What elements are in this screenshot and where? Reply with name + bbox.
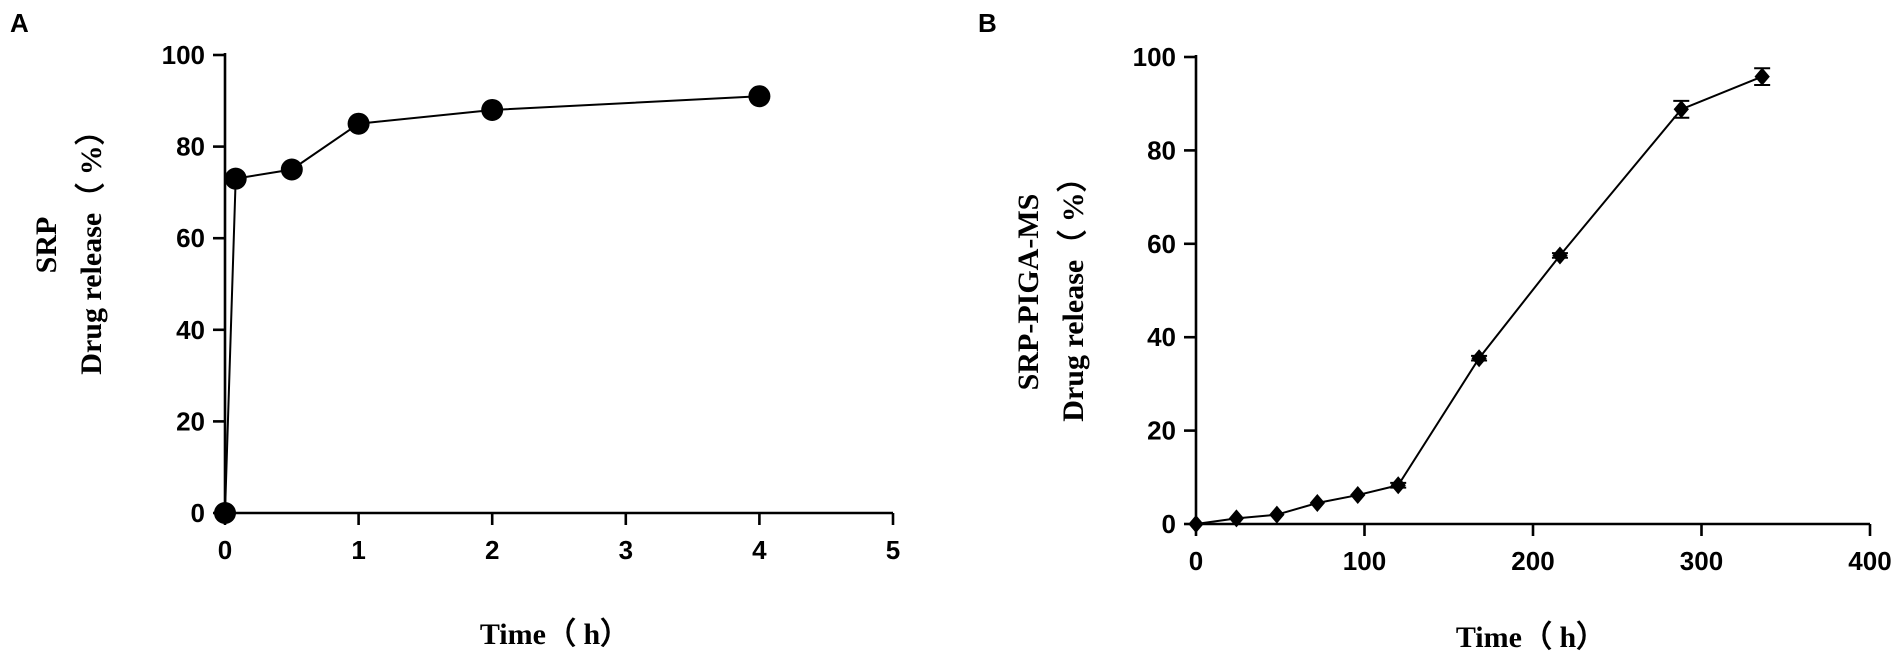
panel-a-data-point bbox=[280, 158, 303, 181]
panel-a-y-axis-title-line-1: SRP bbox=[30, 217, 63, 274]
panel-a-series-line bbox=[224, 95, 760, 514]
panel-b-x-tick-label: 0 bbox=[1189, 546, 1203, 576]
panel-a-data-point bbox=[347, 112, 370, 135]
panel-b-y-tick-label: 0 bbox=[1162, 509, 1176, 539]
panel-a-data-point bbox=[224, 167, 247, 190]
panel-b-y-tick-label: 80 bbox=[1147, 135, 1176, 165]
panel-b-data-point bbox=[1188, 515, 1204, 533]
panel-a-y-axis-title-line-2: Drug release（ %） bbox=[74, 115, 108, 374]
panel-b-y-tick-label: 100 bbox=[1133, 42, 1176, 72]
panel-a-data-point bbox=[481, 98, 504, 121]
panel-a-y-tick-label: 40 bbox=[176, 315, 205, 345]
panel-b-data-point bbox=[1754, 67, 1770, 86]
panel-b-series-line bbox=[1195, 75, 1763, 525]
panel-a-y-tick-label: 20 bbox=[176, 406, 205, 436]
panel-b-y-axis-title-line-1: SRP-PIGA-MS bbox=[1012, 194, 1045, 391]
panel-a-x-tick-label: 1 bbox=[351, 535, 365, 565]
panel-b-y-axis-title-line-2: Drug release（ %） bbox=[1056, 162, 1090, 421]
panel-b: B 0 20 40 60 80 100 0 100 200 300 400 Time（ h） SRP… bbox=[978, 8, 1892, 654]
panel-b-data-point bbox=[1269, 505, 1285, 524]
panel-b-data-point bbox=[1350, 486, 1366, 505]
panel-b-y-tick-label: 60 bbox=[1147, 229, 1176, 259]
panel-b-data-point bbox=[1309, 493, 1325, 512]
panel-b-y-tick-label: 20 bbox=[1147, 416, 1176, 446]
panel-a-data-point bbox=[214, 502, 236, 524]
panel-a-x-axis-title: Time（ h） bbox=[480, 617, 630, 651]
panel-a: A 0 20 40 60 80 100 0 1 2 3 4 5 Time（ h） SRP Drug r… bbox=[10, 8, 900, 651]
panel-a-y-tick-label: 100 bbox=[162, 40, 205, 70]
panel-a-y-tick-label: 80 bbox=[176, 132, 205, 162]
panel-a-x-tick-label: 4 bbox=[752, 535, 767, 565]
panel-b-x-tick-label: 100 bbox=[1343, 546, 1386, 576]
panel-b-x-tick-label: 400 bbox=[1848, 546, 1891, 576]
panel-b-data-point bbox=[1673, 100, 1689, 119]
panel-b-data-point bbox=[1552, 246, 1568, 265]
panel-b-data-point bbox=[1228, 509, 1245, 528]
panel-b-y-tick-label: 40 bbox=[1147, 322, 1176, 352]
panel-a-x-tick-label: 5 bbox=[886, 535, 900, 565]
panel-a-y-tick-label: 0 bbox=[191, 498, 205, 528]
panel-a-x-tick-label: 2 bbox=[485, 535, 499, 565]
panel-b-data-point bbox=[1390, 476, 1406, 495]
panel-a-y-tick-label: 60 bbox=[176, 223, 205, 253]
panel-b-letter: B bbox=[978, 8, 997, 38]
panel-a-x-tick-label: 0 bbox=[218, 535, 232, 565]
panel-b-x-tick-label: 200 bbox=[1511, 546, 1554, 576]
panel-b-x-tick-label: 300 bbox=[1680, 546, 1723, 576]
panel-b-data-point bbox=[1471, 349, 1487, 368]
panel-b-x-axis-title: Time（ h） bbox=[1456, 620, 1606, 654]
panel-a-data-point bbox=[748, 85, 771, 108]
panel-a-x-tick-label: 3 bbox=[619, 535, 633, 565]
panel-a-letter: A bbox=[10, 8, 29, 38]
